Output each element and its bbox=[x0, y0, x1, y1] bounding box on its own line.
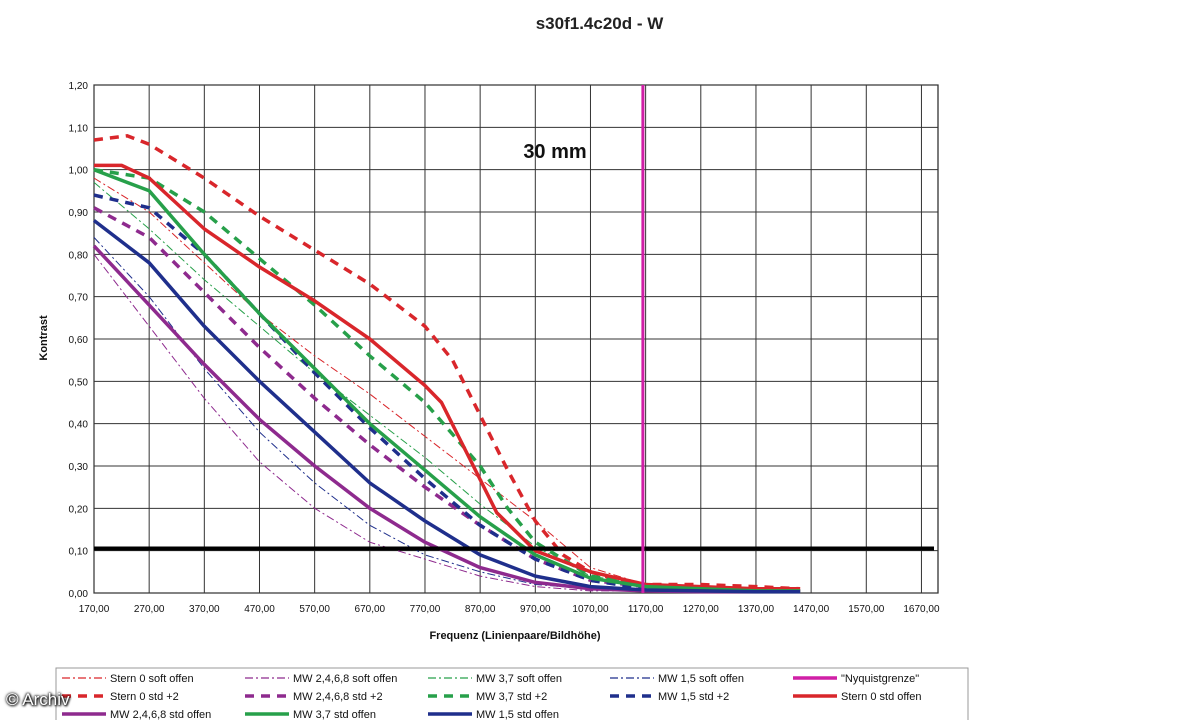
legend-item: MW 1,5 std offen bbox=[428, 709, 559, 720]
legend-label: MW 3,7 std +2 bbox=[476, 691, 547, 703]
x-axis-label: Frequenz (Linienpaare/Bildhöhe) bbox=[429, 630, 600, 642]
series-line-7 bbox=[93, 167, 801, 593]
x-tick-label: 770,00 bbox=[410, 604, 441, 615]
tick-labels: 170,00 270,00 370,00 470,00 570,00 670,00 770,… bbox=[69, 81, 940, 615]
legend-item: MW 1,5 soft offen bbox=[610, 673, 744, 685]
legend-label: MW 3,7 soft offen bbox=[476, 673, 562, 685]
series-line-9 bbox=[94, 163, 801, 591]
x-tick-label: 570,00 bbox=[299, 604, 330, 615]
legend-label: MW 1,5 std offen bbox=[476, 709, 559, 720]
chart-title: s30f1.4c20d - W bbox=[535, 14, 664, 33]
series-line-2 bbox=[93, 182, 801, 592]
y-tick-label: 0,80 bbox=[69, 250, 89, 261]
legend-item: MW 1,5 std +2 bbox=[610, 691, 729, 703]
y-tick-label: 0,30 bbox=[69, 462, 89, 473]
legend-label: MW 1,5 std +2 bbox=[658, 691, 729, 703]
copyright-watermark: © Archiv bbox=[6, 690, 70, 709]
y-axis-label: Kontrast bbox=[38, 315, 50, 361]
y-tick-label: 1,20 bbox=[69, 81, 89, 92]
x-tick-label: 1470,00 bbox=[793, 604, 830, 615]
y-tick-label: 0,40 bbox=[69, 420, 89, 431]
y-tick-label: 0,60 bbox=[69, 335, 89, 346]
legend-item: Stern 0 std +2 bbox=[62, 691, 179, 703]
y-tick-label: 0,70 bbox=[69, 293, 89, 304]
series-line-10 bbox=[92, 244, 801, 594]
series-line-0 bbox=[93, 177, 801, 592]
x-tick-label: 1170,00 bbox=[628, 604, 664, 615]
x-tick-label: 1670,00 bbox=[903, 604, 940, 615]
grid bbox=[93, 84, 939, 594]
legend-label: MW 2,4,6,8 std +2 bbox=[293, 691, 383, 703]
y-tick-label: 0,90 bbox=[69, 208, 89, 219]
x-tick-label: 1070,00 bbox=[572, 604, 609, 615]
legend-item: MW 3,7 std offen bbox=[245, 709, 376, 720]
legend-item: MW 2,4,6,8 std +2 bbox=[245, 691, 383, 703]
y-tick-label: 0,50 bbox=[69, 377, 89, 388]
legend-label: Stern 0 soft offen bbox=[110, 673, 194, 685]
series-lines bbox=[92, 134, 801, 594]
legend-label: MW 1,5 soft offen bbox=[658, 673, 744, 685]
x-tick-label: 1270,00 bbox=[683, 604, 720, 615]
x-tick-label: 170,00 bbox=[79, 604, 110, 615]
legend-item: "Nyquistgrenze" bbox=[793, 673, 919, 685]
legend-label: MW 3,7 std offen bbox=[293, 709, 376, 720]
x-tick-label: 670,00 bbox=[355, 604, 386, 615]
x-tick-label: 270,00 bbox=[134, 604, 165, 615]
series-line-1 bbox=[93, 253, 801, 593]
legend-item: MW 2,4,6,8 std offen bbox=[62, 709, 211, 720]
legend-label: MW 2,4,6,8 std offen bbox=[110, 709, 211, 720]
y-tick-label: 1,10 bbox=[69, 123, 89, 134]
x-tick-label: 1570,00 bbox=[848, 604, 885, 615]
legend-label: Stern 0 std +2 bbox=[110, 691, 179, 703]
legend-item: MW 3,7 soft offen bbox=[428, 673, 562, 685]
legend-label: MW 2,4,6,8 soft offen bbox=[293, 673, 397, 685]
chart-annotation: 30 mm bbox=[523, 141, 586, 163]
y-tick-label: 0,00 bbox=[69, 589, 89, 600]
reference-lines bbox=[94, 85, 934, 593]
legend-label: "Nyquistgrenze" bbox=[841, 673, 919, 685]
legend-label: Stern 0 std offen bbox=[841, 691, 922, 703]
legend: Stern 0 soft offen MW 2,4,6,8 soft offen M… bbox=[62, 673, 922, 720]
y-tick-label: 0,10 bbox=[69, 547, 89, 558]
legend-item: Stern 0 std offen bbox=[793, 691, 922, 703]
x-tick-label: 370,00 bbox=[189, 604, 220, 615]
y-tick-label: 1,00 bbox=[69, 166, 89, 177]
series-line-3 bbox=[93, 237, 801, 593]
series-line-11 bbox=[93, 168, 801, 593]
legend-item: MW 2,4,6,8 soft offen bbox=[245, 673, 397, 685]
x-tick-label: 1370,00 bbox=[738, 604, 775, 615]
y-tick-label: 0,20 bbox=[69, 504, 89, 515]
legend-item: Stern 0 soft offen bbox=[62, 673, 194, 685]
x-tick-label: 970,00 bbox=[520, 604, 551, 615]
x-tick-label: 470,00 bbox=[244, 604, 275, 615]
series-line-12 bbox=[92, 219, 801, 594]
x-tick-label: 870,00 bbox=[465, 604, 496, 615]
legend-item: MW 3,7 std +2 bbox=[428, 691, 547, 703]
